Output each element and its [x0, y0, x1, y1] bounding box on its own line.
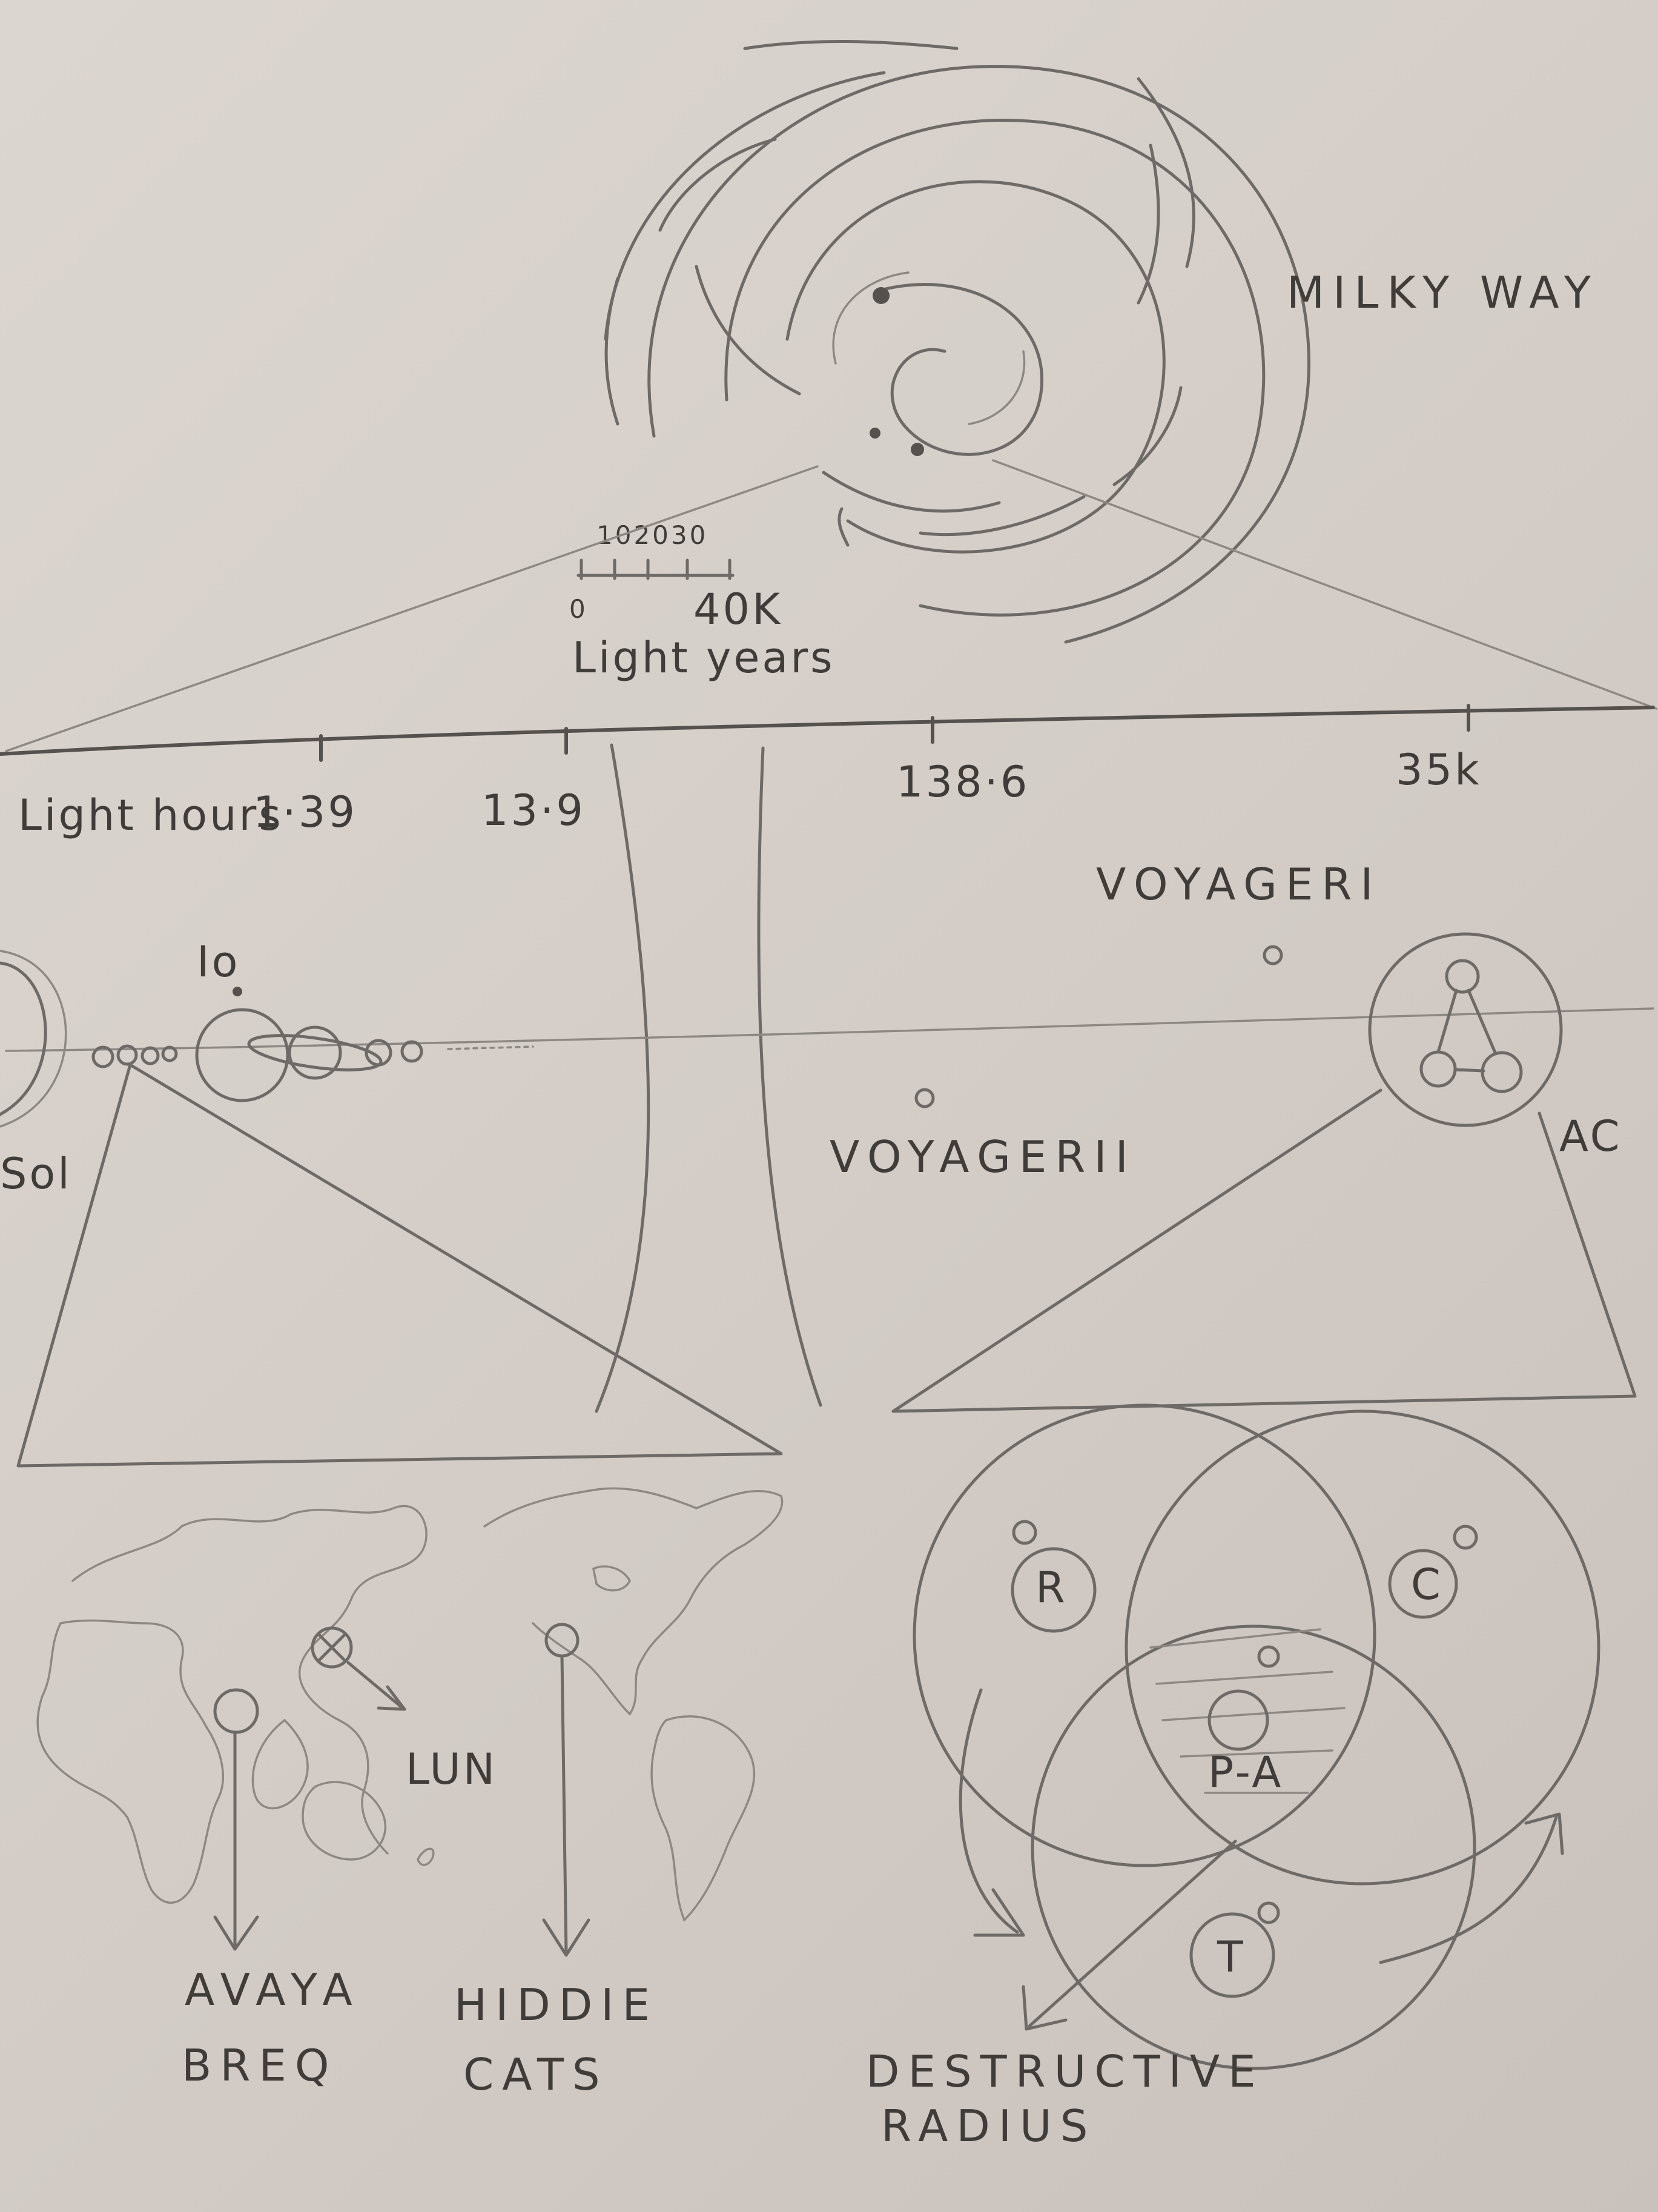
ecliptic-line	[5, 1007, 1654, 1052]
hiddie-pin	[544, 1623, 580, 1658]
c-label: C	[1411, 1560, 1443, 1609]
orbit-arrow-left	[959, 1688, 1025, 1937]
avaya-label-line2: BREQ	[182, 2040, 338, 2091]
lun-pin	[311, 1626, 353, 1669]
solar-system: Io Sol	[0, 937, 534, 1199]
t-label: T	[1217, 1932, 1246, 1982]
r-label: R	[1035, 1563, 1068, 1612]
scale-40k-label: 40K	[693, 584, 782, 634]
pa-label: P-A	[1208, 1747, 1283, 1797]
scale-bar: 102030 0 40K Light years	[569, 520, 835, 683]
orbit-arrow-right	[1379, 1812, 1564, 1964]
light-hours-label: Light hours	[18, 790, 283, 840]
gap-curve-left	[595, 743, 650, 1413]
scale-zero-label: 0	[569, 594, 588, 624]
zoom-triangle-right	[891, 1088, 1637, 1413]
australia-outline	[302, 1781, 386, 1861]
destructive-radius-arrow	[1022, 1839, 1237, 2031]
projection-line-left	[5, 465, 819, 752]
io-dot	[233, 987, 242, 996]
north-america-outline	[483, 1487, 784, 1716]
voyager-probes: VOYAGERI VOYAGERII	[830, 859, 1382, 1182]
saturn-circle	[288, 1025, 342, 1080]
africa-outline	[36, 1619, 224, 1904]
world-map	[36, 1487, 784, 1922]
voyager-1-label: VOYAGERI	[1096, 859, 1382, 910]
hiddie-label-line1: HIDDIE	[454, 1979, 658, 2030]
tick-label-4: 35k	[1396, 745, 1482, 795]
zoom-triangle-left	[16, 1063, 783, 1468]
map-pins: LUN AVAYA BREQ HIDDIE CATS	[182, 1623, 658, 2100]
lun-label: LUN	[406, 1744, 497, 1794]
io-label: Io	[197, 937, 240, 987]
destructive-label-line1: DESTRUCTIVE	[866, 2046, 1264, 2097]
projection-line-right	[992, 459, 1657, 710]
milky-way-label: MILKY WAY	[1287, 267, 1599, 318]
tick-label-3: 138·6	[896, 757, 1029, 807]
hiddie-label-line2: CATS	[463, 2049, 609, 2100]
light-hours-timeline: Light hours 1·39 13·9 138·6 35k	[0, 704, 1655, 840]
light-years-label: Light years	[572, 633, 835, 683]
destructive-radius-diagram: R C P-A T DESTRUCTIVE RADIUS	[866, 1403, 1600, 2151]
milky-way-galaxy	[604, 39, 1310, 644]
jupiter-circle	[195, 1008, 289, 1102]
avaya-label-line1: AVAYA	[185, 1964, 361, 2015]
sol-label: Sol	[0, 1149, 72, 1199]
alpha-centauri: AC	[1368, 932, 1622, 1161]
tick-label-1: 1·39	[253, 787, 357, 837]
gap-curve-right	[757, 746, 822, 1407]
tick-label-2: 13·9	[481, 786, 586, 835]
destructive-label-line2: RADIUS	[881, 2101, 1096, 2151]
ac-label: AC	[1559, 1111, 1622, 1161]
south-america-outline	[650, 1715, 756, 1922]
voyager-2-label: VOYAGERII	[830, 1131, 1137, 1182]
avaya-pin	[213, 1688, 259, 1734]
